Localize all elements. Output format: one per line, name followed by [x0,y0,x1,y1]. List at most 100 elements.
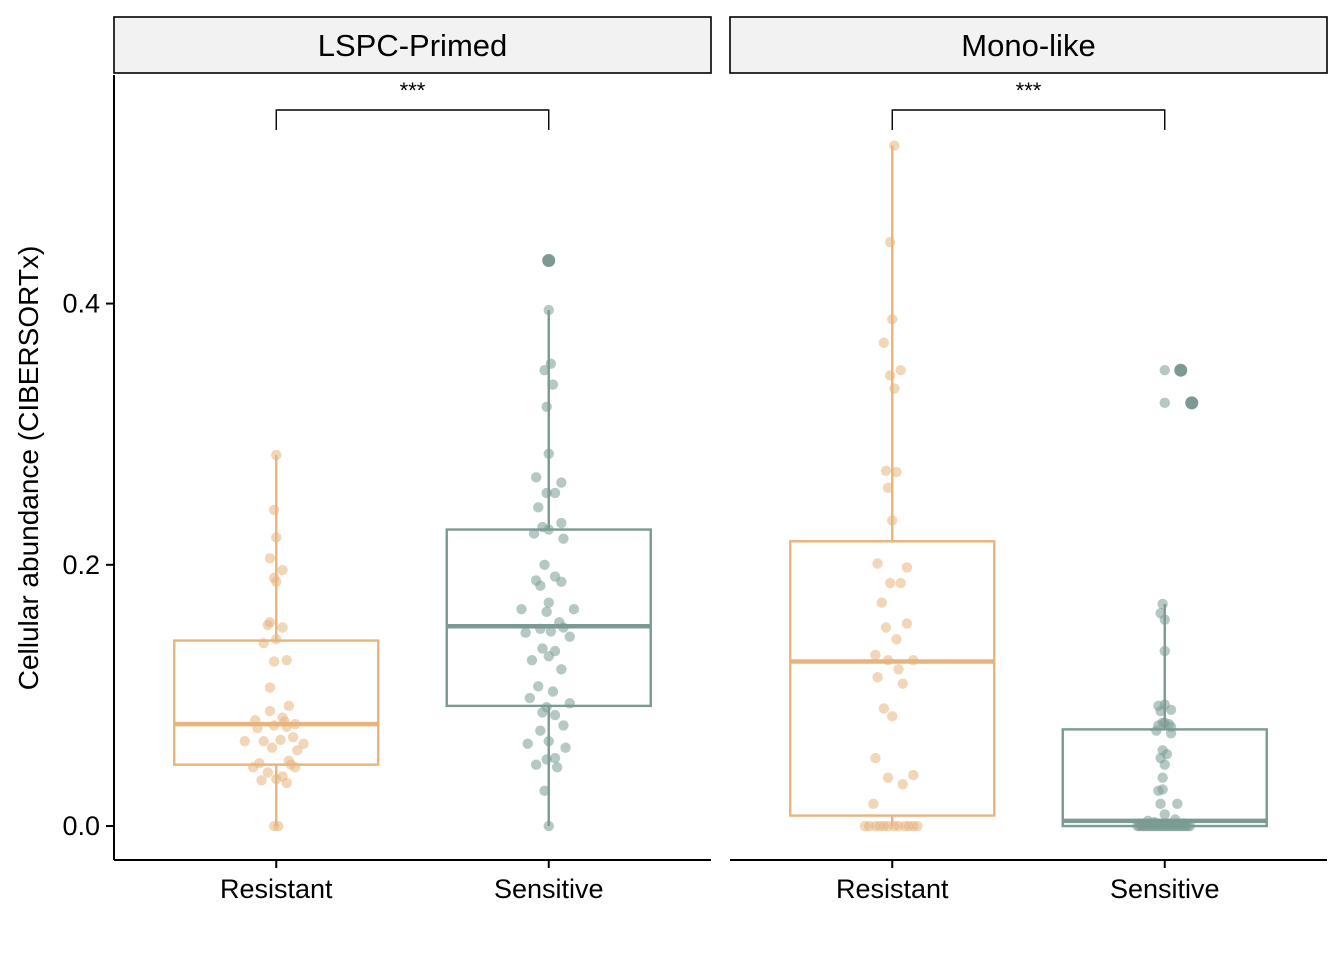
box-lspc-primed-sensitive-point [528,528,540,539]
box-lspc-primed-resistant-point [298,738,309,749]
box-mono-like-resistant-point [912,820,923,832]
box-lspc-primed-sensitive-point [533,681,544,692]
box-mono-like-resistant-point [878,337,890,348]
box-mono-like-resistant-point [880,465,892,476]
box-mono-like-resistant-point [884,577,896,589]
box-lspc-primed-resistant-point [239,735,250,747]
box-mono-like-resistant-point [880,622,892,633]
box-lspc-primed-sensitive-point [543,735,554,747]
box-lspc-primed-sensitive-point [568,604,580,615]
box-mono-like-resistant-point [891,634,902,645]
box-lspc-primed-sensitive-point [549,645,561,657]
box-lspc-primed-resistant-point [277,564,288,576]
box-mono-like-resistant-point [908,769,919,781]
box-lspc-primed-sensitive-point [556,664,567,675]
box-lspc-primed-sensitive-point [549,571,561,582]
significance-label: *** [400,78,426,103]
box-lspc-primed-sensitive-point [543,448,554,459]
box-lspc-primed-sensitive-outlier [542,253,556,267]
box-lspc-primed-resistant-point [258,637,269,649]
box-lspc-primed-sensitive-point [541,701,552,713]
box-mono-like-resistant-point [893,664,904,675]
box-lspc-primed-sensitive-point [535,623,546,635]
box-lspc-primed-resistant-point [268,572,280,584]
box-lspc-primed-resistant-point [277,622,288,633]
box-lspc-primed-resistant-point [252,722,263,734]
box-lspc-primed-resistant-point [268,504,280,516]
box-lspc-primed-resistant-point [264,553,276,564]
box-lspc-primed-sensitive-point [541,401,552,412]
box-lspc-primed-sensitive-point [530,472,542,483]
box-mono-like-resistant-point [889,140,900,151]
y-tick-label: 0.0 [62,811,100,841]
box-mono-like-resistant-point [876,597,887,608]
box-mono-like-resistant-point [878,703,890,714]
box-mono-like-sensitive-point [1159,364,1170,376]
x-tick-label: Sensitive [494,874,604,904]
box-lspc-primed-resistant-point [264,682,276,693]
box-lspc-primed-sensitive-point [556,477,567,488]
box-mono-like-sensitive-point [1159,397,1170,409]
box-lspc-primed-resistant-point [268,656,280,667]
significance-label: *** [1016,78,1042,103]
box-mono-like-resistant-point [884,236,896,248]
box-lspc-primed-sensitive-point [543,304,554,316]
box-lspc-primed-resistant-point [256,775,267,786]
box-lspc-primed-sensitive-point [537,643,548,654]
box-mono-like-resistant-point [895,577,906,589]
box-lspc-primed-sensitive-point [560,742,571,753]
box-mono-like-resistant-point [887,711,898,722]
box-mono-like-resistant-point [870,752,881,764]
box-lspc-primed-sensitive-point [545,358,557,369]
box-mono-like-sensitive-point [1165,721,1177,732]
box-mono-like-resistant-point [868,798,879,810]
box-lspc-primed-sensitive-point [558,533,569,544]
box-lspc-primed-sensitive-point [541,606,552,618]
x-tick-label: Resistant [836,874,949,904]
box-mono-like-resistant-point [887,314,898,325]
box-mono-like-resistant [789,540,996,817]
box-lspc-primed-resistant-point [275,734,286,746]
box-lspc-primed-sensitive-point [543,597,554,608]
box-lspc-primed-sensitive-point [564,698,575,709]
box-lspc-primed-resistant-point [277,771,288,782]
box-lspc-primed-sensitive [445,528,652,708]
box-lspc-primed-sensitive-point [547,379,559,390]
box-mono-like-sensitive-point [1159,614,1170,625]
box-lspc-primed-sensitive-point [535,725,546,736]
box-lspc-primed-sensitive-point [556,517,567,529]
box-lspc-primed-resistant-point [264,705,276,717]
box-lspc-primed-sensitive-point [545,626,557,637]
box-mono-like-resistant-point [895,364,906,376]
panel-mono-like: Mono-like Resistant Sensitive *** [729,16,1328,904]
box-mono-like-resistant-point [882,654,894,666]
box-mono-like-sensitive-point [1159,645,1170,657]
box-mono-like-sensitive-point [1142,815,1154,827]
x-tick-label: Sensitive [1110,874,1220,904]
facet-strip-lspc-primed [113,16,712,74]
box-lspc-primed-sensitive-point [539,364,550,376]
box-lspc-primed-sensitive-point [520,627,531,638]
box-lspc-primed-resistant-point [283,700,295,712]
box-lspc-primed-resistant-point [273,820,284,832]
box-lspc-primed-sensitive-point [516,604,527,615]
box-mono-like-sensitive-point [1178,818,1189,829]
box-mono-like-resistant-point [882,482,894,493]
y-axis: 0.0 0.2 0.4 [62,289,114,841]
box-lspc-primed-resistant-point [250,715,261,726]
box-mono-like-resistant-point [870,649,881,661]
box-mono-like-resistant-point [901,562,913,573]
box-lspc-primed-resistant-point [254,758,265,769]
box-mono-like-resistant-point [897,678,908,689]
box-lspc-primed-sensitive-point [524,692,536,704]
facet-strip-mono-like [729,16,1328,74]
box-lspc-primed-resistant-point [271,634,282,645]
panel-lspc-primed: LSPC-Primed Resistant Sensitive *** [113,16,712,904]
box-lspc-primed-resistant-point [283,755,295,766]
box-mono-like-sensitive-point [1159,809,1170,820]
box-mono-like-sensitive-point [1157,784,1168,795]
box-mono-like-sensitive-outlier [1185,396,1199,410]
box-lspc-primed-resistant-point [264,617,276,628]
box-lspc-primed-sensitive-point [551,762,563,773]
